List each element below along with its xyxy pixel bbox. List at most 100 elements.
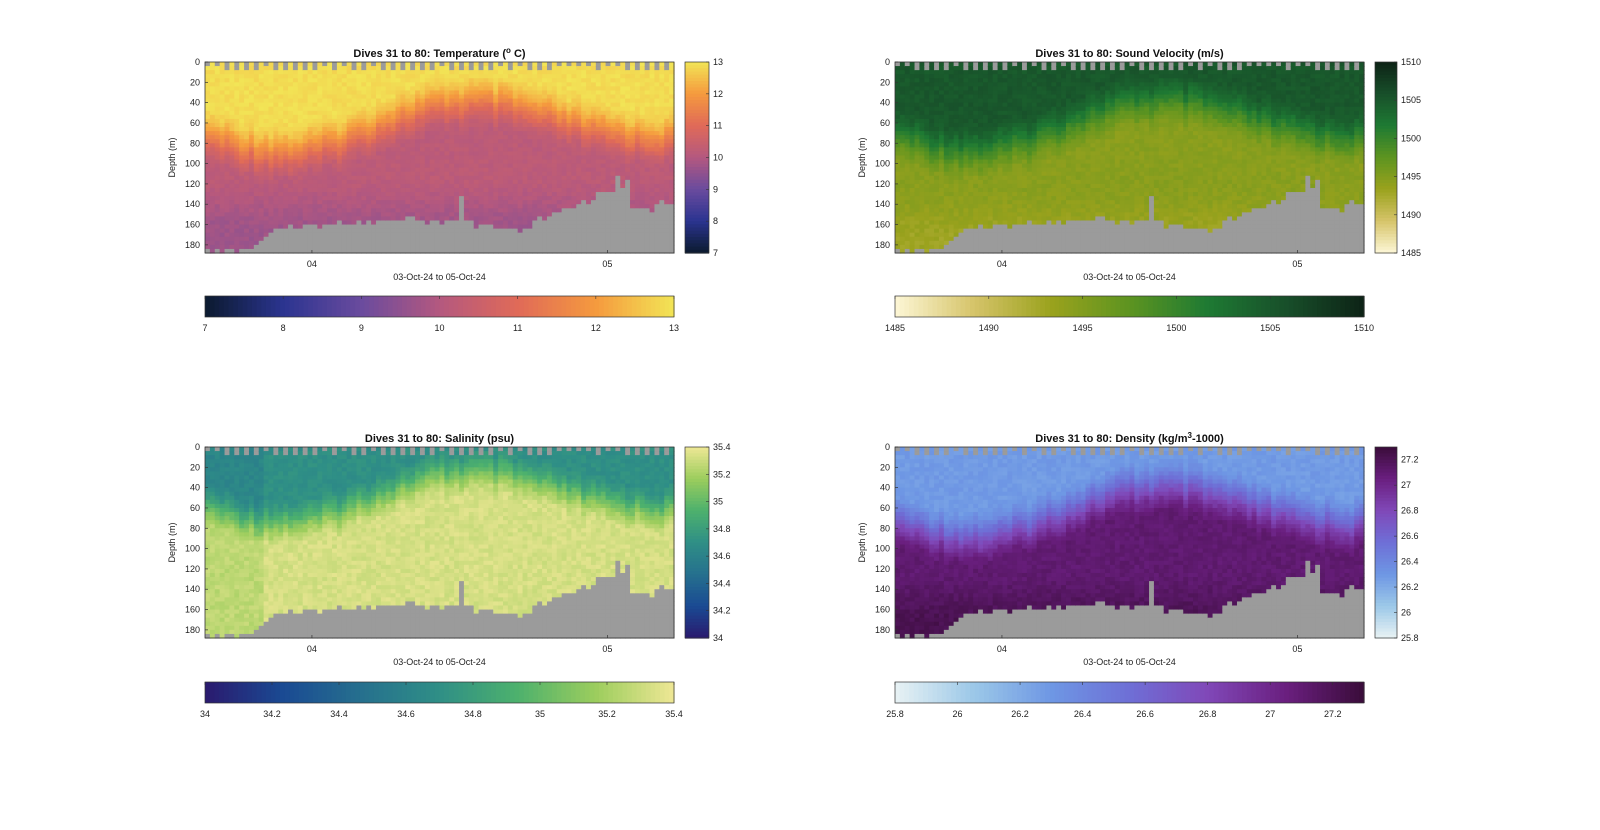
- heatmap-cell: [400, 228, 406, 234]
- heatmap-cell: [234, 106, 240, 112]
- heatmap-cell: [669, 236, 675, 242]
- heatmap-cell: [522, 66, 529, 71]
- heatmap-cell: [209, 78, 216, 83]
- heatmap-cell: [546, 220, 553, 226]
- heatmap-cell: [595, 131, 602, 136]
- heatmap-cell: [449, 228, 455, 234]
- heatmap-cell: [390, 98, 397, 104]
- heatmap-cell: [914, 74, 921, 79]
- heatmap-cell: [429, 244, 436, 250]
- heatmap-cell: [356, 78, 362, 83]
- heatmap-cell: [400, 192, 406, 197]
- heatmap-cell: [444, 143, 450, 148]
- heatmap-cell: [630, 118, 636, 124]
- heatmap-cell: [322, 224, 328, 230]
- heatmap-cell: [258, 114, 265, 120]
- heatmap-cell: [507, 82, 514, 87]
- heatmap-cell: [542, 240, 548, 246]
- heatmap-cell: [327, 179, 333, 185]
- heatmap-cell: [273, 151, 279, 157]
- heatmap-cell: [454, 196, 460, 201]
- heatmap-cell: [581, 147, 587, 152]
- heatmap-cell: [895, 171, 901, 177]
- heatmap-cell: [229, 187, 235, 193]
- heatmap-cell: [904, 212, 911, 218]
- heatmap-cell: [561, 143, 568, 148]
- heatmap-cell: [375, 200, 382, 205]
- heatmap-cell: [214, 114, 221, 120]
- heatmap-cell: [302, 106, 309, 112]
- colorbar-tick-label: 8: [281, 323, 286, 333]
- heatmap-cell: [322, 232, 328, 238]
- heatmap-cell: [390, 94, 397, 100]
- heatmap-cell: [590, 216, 597, 222]
- heatmap-cell: [488, 147, 494, 152]
- heatmap-cell: [410, 122, 416, 128]
- heatmap-cell: [919, 86, 925, 92]
- heatmap-cell: [503, 131, 509, 136]
- heatmap-cell: [244, 66, 250, 71]
- heatmap-cell: [571, 167, 577, 173]
- heatmap-cell: [639, 118, 646, 124]
- heatmap-cell: [229, 224, 235, 230]
- heatmap-cell: [473, 114, 480, 120]
- heatmap-cell: [263, 62, 270, 67]
- heatmap-cell: [605, 200, 612, 205]
- heatmap-cell: [205, 196, 211, 201]
- heatmap-cell: [356, 74, 362, 79]
- heatmap-cell: [644, 187, 651, 193]
- heatmap-cell: [561, 175, 568, 181]
- heatmap-cell: [634, 78, 641, 83]
- heatmap-cell: [639, 187, 646, 193]
- heatmap-cell: [366, 228, 372, 234]
- heatmap-cell: [444, 122, 450, 128]
- heatmap-cell: [366, 127, 372, 132]
- heatmap-cell: [429, 220, 436, 226]
- heatmap-cell: [542, 110, 548, 116]
- colorbar-swatch: [533, 296, 539, 317]
- heatmap-cell: [341, 127, 348, 132]
- heatmap-cell: [605, 220, 612, 226]
- heatmap-cell: [654, 179, 660, 185]
- heatmap-cell: [205, 122, 211, 128]
- colorbar-swatch: [392, 296, 398, 317]
- heatmap-cell: [649, 232, 656, 238]
- heatmap-cell: [537, 78, 543, 83]
- heatmap-cell: [669, 196, 675, 201]
- heatmap-cell: [390, 200, 397, 205]
- heatmap-cell: [371, 90, 377, 96]
- heatmap-cell: [424, 127, 431, 132]
- heatmap-cell: [361, 139, 367, 144]
- heatmap-cell: [327, 82, 333, 87]
- heatmap-cell: [380, 163, 387, 169]
- heatmap-cell: [444, 232, 450, 238]
- heatmap-cell: [288, 216, 294, 222]
- heatmap-cell: [327, 74, 333, 79]
- heatmap-cell: [361, 200, 367, 205]
- heatmap-cell: [546, 122, 553, 128]
- heatmap-cell: [307, 139, 314, 144]
- heatmap-cell: [615, 236, 621, 242]
- heatmap-cell: [332, 102, 338, 108]
- heatmap-cell: [424, 131, 431, 136]
- heatmap-cell: [400, 135, 406, 140]
- heatmap-cell: [244, 94, 250, 100]
- heatmap-cell: [322, 228, 328, 234]
- heatmap-cell: [297, 102, 304, 108]
- heatmap-cell: [527, 196, 533, 201]
- heatmap-cell: [263, 131, 270, 136]
- heatmap-cell: [654, 208, 660, 213]
- heatmap-cell: [639, 110, 646, 116]
- heatmap-cell: [649, 143, 656, 148]
- heatmap-cell: [899, 175, 906, 181]
- heatmap-cell: [507, 102, 514, 108]
- heatmap-cell: [625, 102, 631, 108]
- heatmap-cell: [219, 183, 226, 189]
- heatmap-cell: [522, 240, 529, 246]
- heatmap-cell: [556, 192, 563, 197]
- heatmap-cell: [561, 216, 568, 222]
- heatmap-cell: [556, 220, 563, 226]
- heatmap-cell: [498, 102, 504, 108]
- heatmap-cell: [488, 192, 494, 197]
- heatmap-cell: [312, 192, 318, 197]
